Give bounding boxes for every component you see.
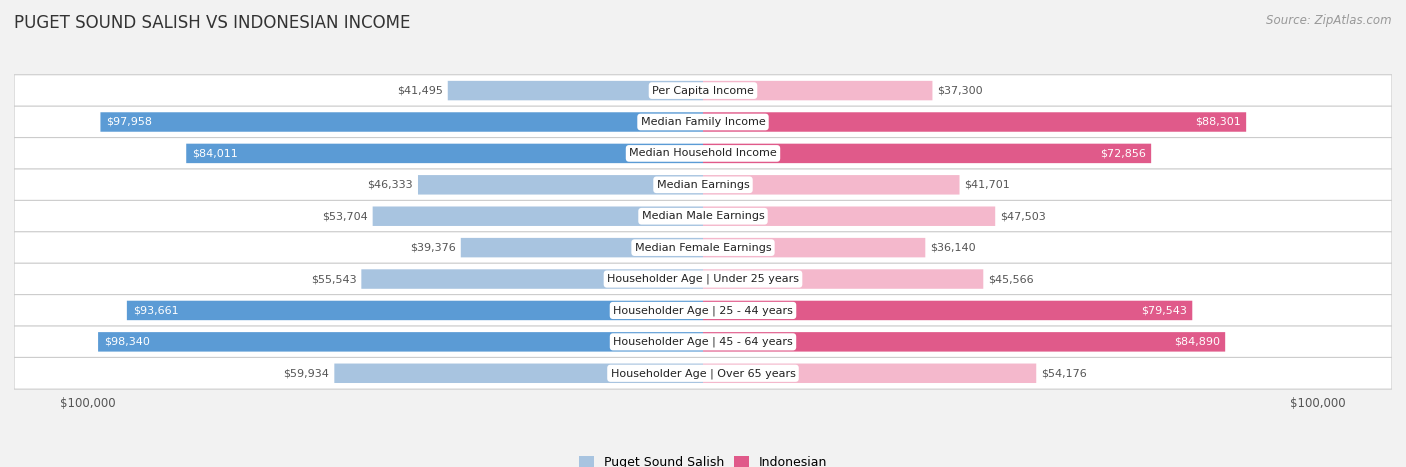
FancyBboxPatch shape	[14, 263, 1392, 295]
FancyBboxPatch shape	[14, 169, 1392, 201]
Text: Median Household Income: Median Household Income	[628, 149, 778, 158]
FancyBboxPatch shape	[14, 138, 1392, 169]
FancyBboxPatch shape	[447, 81, 703, 100]
Text: $54,176: $54,176	[1042, 368, 1087, 378]
Text: Householder Age | Over 65 years: Householder Age | Over 65 years	[610, 368, 796, 379]
Text: $79,543: $79,543	[1142, 305, 1188, 315]
Legend: Puget Sound Salish, Indonesian: Puget Sound Salish, Indonesian	[579, 456, 827, 467]
FancyBboxPatch shape	[703, 332, 1225, 352]
FancyBboxPatch shape	[361, 269, 703, 289]
Text: $41,701: $41,701	[965, 180, 1010, 190]
Text: Median Family Income: Median Family Income	[641, 117, 765, 127]
Text: Median Earnings: Median Earnings	[657, 180, 749, 190]
FancyBboxPatch shape	[14, 232, 1392, 263]
FancyBboxPatch shape	[14, 106, 1392, 138]
FancyBboxPatch shape	[98, 332, 703, 352]
FancyBboxPatch shape	[703, 269, 983, 289]
Text: Source: ZipAtlas.com: Source: ZipAtlas.com	[1267, 14, 1392, 27]
FancyBboxPatch shape	[703, 81, 932, 100]
FancyBboxPatch shape	[14, 200, 1392, 232]
Text: $37,300: $37,300	[938, 85, 983, 96]
Text: Median Male Earnings: Median Male Earnings	[641, 211, 765, 221]
FancyBboxPatch shape	[703, 238, 925, 257]
Text: Per Capita Income: Per Capita Income	[652, 85, 754, 96]
Text: $39,376: $39,376	[411, 243, 456, 253]
FancyBboxPatch shape	[703, 206, 995, 226]
Text: Householder Age | Under 25 years: Householder Age | Under 25 years	[607, 274, 799, 284]
FancyBboxPatch shape	[703, 301, 1192, 320]
FancyBboxPatch shape	[335, 363, 703, 383]
Text: $98,340: $98,340	[104, 337, 150, 347]
FancyBboxPatch shape	[703, 112, 1246, 132]
FancyBboxPatch shape	[703, 363, 1036, 383]
FancyBboxPatch shape	[14, 326, 1392, 358]
FancyBboxPatch shape	[14, 75, 1392, 106]
Text: $88,301: $88,301	[1195, 117, 1241, 127]
Text: $97,958: $97,958	[107, 117, 153, 127]
Text: $41,495: $41,495	[396, 85, 443, 96]
Text: $100,000: $100,000	[1291, 396, 1346, 410]
FancyBboxPatch shape	[100, 112, 703, 132]
Text: $59,934: $59,934	[284, 368, 329, 378]
Text: $45,566: $45,566	[988, 274, 1033, 284]
Text: $46,333: $46,333	[367, 180, 413, 190]
FancyBboxPatch shape	[418, 175, 703, 195]
Text: Householder Age | 25 - 44 years: Householder Age | 25 - 44 years	[613, 305, 793, 316]
Text: $55,543: $55,543	[311, 274, 356, 284]
FancyBboxPatch shape	[461, 238, 703, 257]
Text: PUGET SOUND SALISH VS INDONESIAN INCOME: PUGET SOUND SALISH VS INDONESIAN INCOME	[14, 14, 411, 32]
FancyBboxPatch shape	[14, 357, 1392, 389]
Text: Householder Age | 45 - 64 years: Householder Age | 45 - 64 years	[613, 337, 793, 347]
Text: $84,011: $84,011	[193, 149, 238, 158]
FancyBboxPatch shape	[373, 206, 703, 226]
FancyBboxPatch shape	[14, 295, 1392, 326]
FancyBboxPatch shape	[703, 175, 959, 195]
Text: $72,856: $72,856	[1101, 149, 1146, 158]
FancyBboxPatch shape	[186, 144, 703, 163]
Text: $36,140: $36,140	[931, 243, 976, 253]
FancyBboxPatch shape	[703, 144, 1152, 163]
Text: $93,661: $93,661	[134, 305, 179, 315]
Text: $100,000: $100,000	[60, 396, 115, 410]
Text: Median Female Earnings: Median Female Earnings	[634, 243, 772, 253]
Text: $84,890: $84,890	[1174, 337, 1220, 347]
Text: $53,704: $53,704	[322, 211, 368, 221]
Text: $47,503: $47,503	[1000, 211, 1046, 221]
FancyBboxPatch shape	[127, 301, 703, 320]
